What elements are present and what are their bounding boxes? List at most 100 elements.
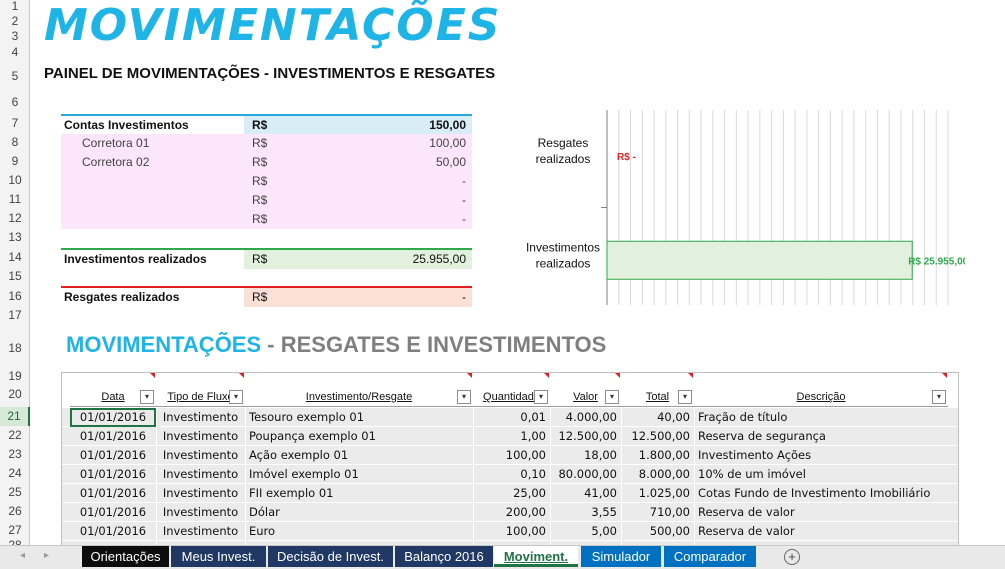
tab-scroll-right-icon[interactable]: ▸	[44, 550, 50, 561]
flow-type-cell[interactable]: Investimento	[162, 429, 239, 443]
date-cell[interactable]: 01/01/2016	[79, 448, 147, 462]
filter-dropdown-icon[interactable]: ▾	[229, 390, 243, 404]
row-number[interactable]: 13	[8, 230, 22, 244]
table-row[interactable]: 01/01/2016 Investimento Euro 100,00 5,00 500,…	[62, 522, 958, 541]
filter-dropdown-icon[interactable]: ▾	[534, 390, 548, 404]
quantity-cell[interactable]: 100,00	[505, 524, 546, 538]
account-row[interactable]: R$ -	[61, 210, 472, 229]
investment-cell[interactable]: Poupança exemplo 01	[249, 429, 376, 443]
account-row[interactable]: R$ -	[61, 172, 472, 191]
value-cell[interactable]: 4.000,00	[550, 541, 621, 545]
row-number[interactable]: 15	[8, 269, 22, 283]
row-number[interactable]: 1	[11, 0, 19, 13]
row-number[interactable]: 8	[11, 135, 19, 149]
table-row[interactable]: 01/01/2016 Investimento Imóvel exemplo 01 0…	[62, 465, 958, 484]
row-number[interactable]: 28	[8, 538, 22, 545]
table-row[interactable]: 01/01/2016 Investimento Ação exemplo 01 100…	[62, 446, 958, 465]
flow-type-cell[interactable]: Investimento	[162, 505, 239, 519]
quantity-cell[interactable]: 1,00	[520, 429, 546, 443]
total-cell[interactable]: 1.025,00	[638, 486, 690, 500]
column-header[interactable]: Descrição	[694, 387, 948, 407]
row-number[interactable]: 27	[8, 523, 22, 537]
add-sheet-icon[interactable]: +	[784, 549, 800, 565]
description-cell[interactable]: Reserva de valor	[698, 524, 795, 538]
flow-type-cell[interactable]: Investimento	[162, 467, 239, 481]
total-cell[interactable]: 12.500,00	[631, 429, 690, 443]
row-number[interactable]: 18	[8, 341, 22, 355]
date-cell[interactable]: 01/01/2016	[79, 486, 147, 500]
quantity-cell[interactable]: 0,01	[473, 541, 550, 545]
value-cell[interactable]: 80.000,00	[558, 467, 617, 481]
row-number[interactable]: 24	[8, 466, 22, 480]
row-number[interactable]: 6	[11, 95, 19, 109]
sheet-tab[interactable]: Decisão de Invest.	[268, 546, 393, 567]
total-cell[interactable]: 8.000,00	[638, 467, 690, 481]
column-header[interactable]: Quantidade	[473, 387, 550, 407]
table-row[interactable]: 01/01/2016 Investimento Tesouro exemplo 01…	[62, 408, 958, 427]
column-header[interactable]: Tipo de Fluxo	[156, 387, 245, 407]
description-cell[interactable]: Cotas Fundo de Investimento Imobiliário	[698, 486, 931, 500]
total-cell[interactable]: 1.800,00	[638, 448, 690, 462]
sheet-tab[interactable]: Orientações	[82, 546, 169, 567]
date-cell[interactable]: 01/01/2016	[79, 429, 147, 443]
account-row[interactable]: Corretora 02 R$ 50,00	[61, 153, 472, 172]
date-cell[interactable]: 01/01/2016	[79, 505, 147, 519]
row-number[interactable]: 7	[11, 116, 19, 130]
quantity-cell[interactable]: 0,01	[520, 410, 546, 424]
investment-cell[interactable]: Euro	[249, 524, 276, 538]
investment-cell[interactable]: Ação exemplo 01	[249, 448, 349, 462]
investments-done-row[interactable]: Investimentos realizados R$ 25.955,00	[61, 248, 472, 269]
flow-type-cell[interactable]: Investimento	[162, 410, 239, 424]
column-header[interactable]: Investimento/Resgate	[245, 387, 473, 407]
row-number[interactable]: 14	[8, 250, 22, 264]
flow-type-cell[interactable]: Investimento	[162, 448, 239, 462]
description-cell[interactable]: Especulação	[694, 541, 948, 545]
row-number[interactable]: 3	[11, 29, 19, 43]
value-cell[interactable]: 12.500,00	[558, 429, 617, 443]
redemptions-done-row[interactable]: Resgates realizados R$ -	[61, 286, 472, 307]
sheet-tab[interactable]: Balanço 2016	[395, 546, 493, 567]
sheet-tab[interactable]: Comparador	[664, 546, 756, 567]
filter-dropdown-icon[interactable]: ▾	[678, 390, 692, 404]
row-number[interactable]: 20	[8, 387, 22, 401]
table-row[interactable]: 01/01/2016 Investimento FII exemplo 01 25,0…	[62, 484, 958, 503]
total-cell[interactable]: 40,00	[621, 541, 694, 545]
row-number[interactable]: 2	[11, 14, 19, 28]
table-row[interactable]: 01/01/2016InvestimentoBitcoin0,014.000,0…	[62, 541, 958, 545]
filter-dropdown-icon[interactable]: ▾	[457, 390, 471, 404]
column-header[interactable]: Data	[70, 387, 156, 407]
quantity-cell[interactable]: 100,00	[505, 448, 546, 462]
investment-cell[interactable]: Tesouro exemplo 01	[249, 410, 365, 424]
flow-type-cell[interactable]: Investimento	[156, 541, 245, 545]
quantity-cell[interactable]: 200,00	[505, 505, 546, 519]
row-number[interactable]: 16	[8, 289, 22, 303]
table-row[interactable]: 01/01/2016 Investimento Dólar 200,00 3,55 710…	[62, 503, 958, 522]
description-cell[interactable]: Reserva de segurança	[698, 429, 826, 443]
investment-cell[interactable]: Imóvel exemplo 01	[249, 467, 359, 481]
sheet-tab[interactable]: Meus Invest.	[171, 546, 266, 567]
filter-dropdown-icon[interactable]: ▾	[140, 390, 154, 404]
movements-table[interactable]: Data ▾ Tipo de Fluxo ▾ Investimento/Resgate ▾…	[61, 372, 959, 545]
row-number[interactable]: 22	[8, 428, 22, 442]
investment-cell[interactable]: FII exemplo 01	[249, 486, 334, 500]
table-row[interactable]: 01/01/2016 Investimento Poupança exemplo 0…	[62, 427, 958, 446]
description-cell[interactable]: 10% de um imóvel	[698, 467, 806, 481]
column-header[interactable]: Total	[621, 387, 694, 407]
value-cell[interactable]: 3,55	[591, 505, 617, 519]
total-cell[interactable]: 500,00	[649, 524, 690, 538]
account-row[interactable]: R$ -	[61, 191, 472, 210]
row-number[interactable]: 23	[8, 447, 22, 461]
row-number[interactable]: 4	[11, 45, 19, 59]
filter-dropdown-icon[interactable]: ▾	[932, 390, 946, 404]
value-cell[interactable]: 4.000,00	[565, 410, 617, 424]
movements-bar-chart[interactable]: Resgates realizados R$ - Investimentos reali…	[505, 110, 965, 305]
tab-scroll-left-icon[interactable]: ◂	[20, 550, 26, 561]
value-cell[interactable]: 18,00	[584, 448, 617, 462]
filter-dropdown-icon[interactable]: ▾	[605, 390, 619, 404]
row-number[interactable]: 5	[11, 69, 19, 83]
date-cell[interactable]: 01/01/2016	[79, 524, 147, 538]
sheet-tab[interactable]: Moviment.	[494, 546, 578, 567]
date-cell[interactable]: 01/01/2016	[79, 467, 147, 481]
quantity-cell[interactable]: 0,10	[520, 467, 546, 481]
description-cell[interactable]: Reserva de valor	[698, 505, 795, 519]
